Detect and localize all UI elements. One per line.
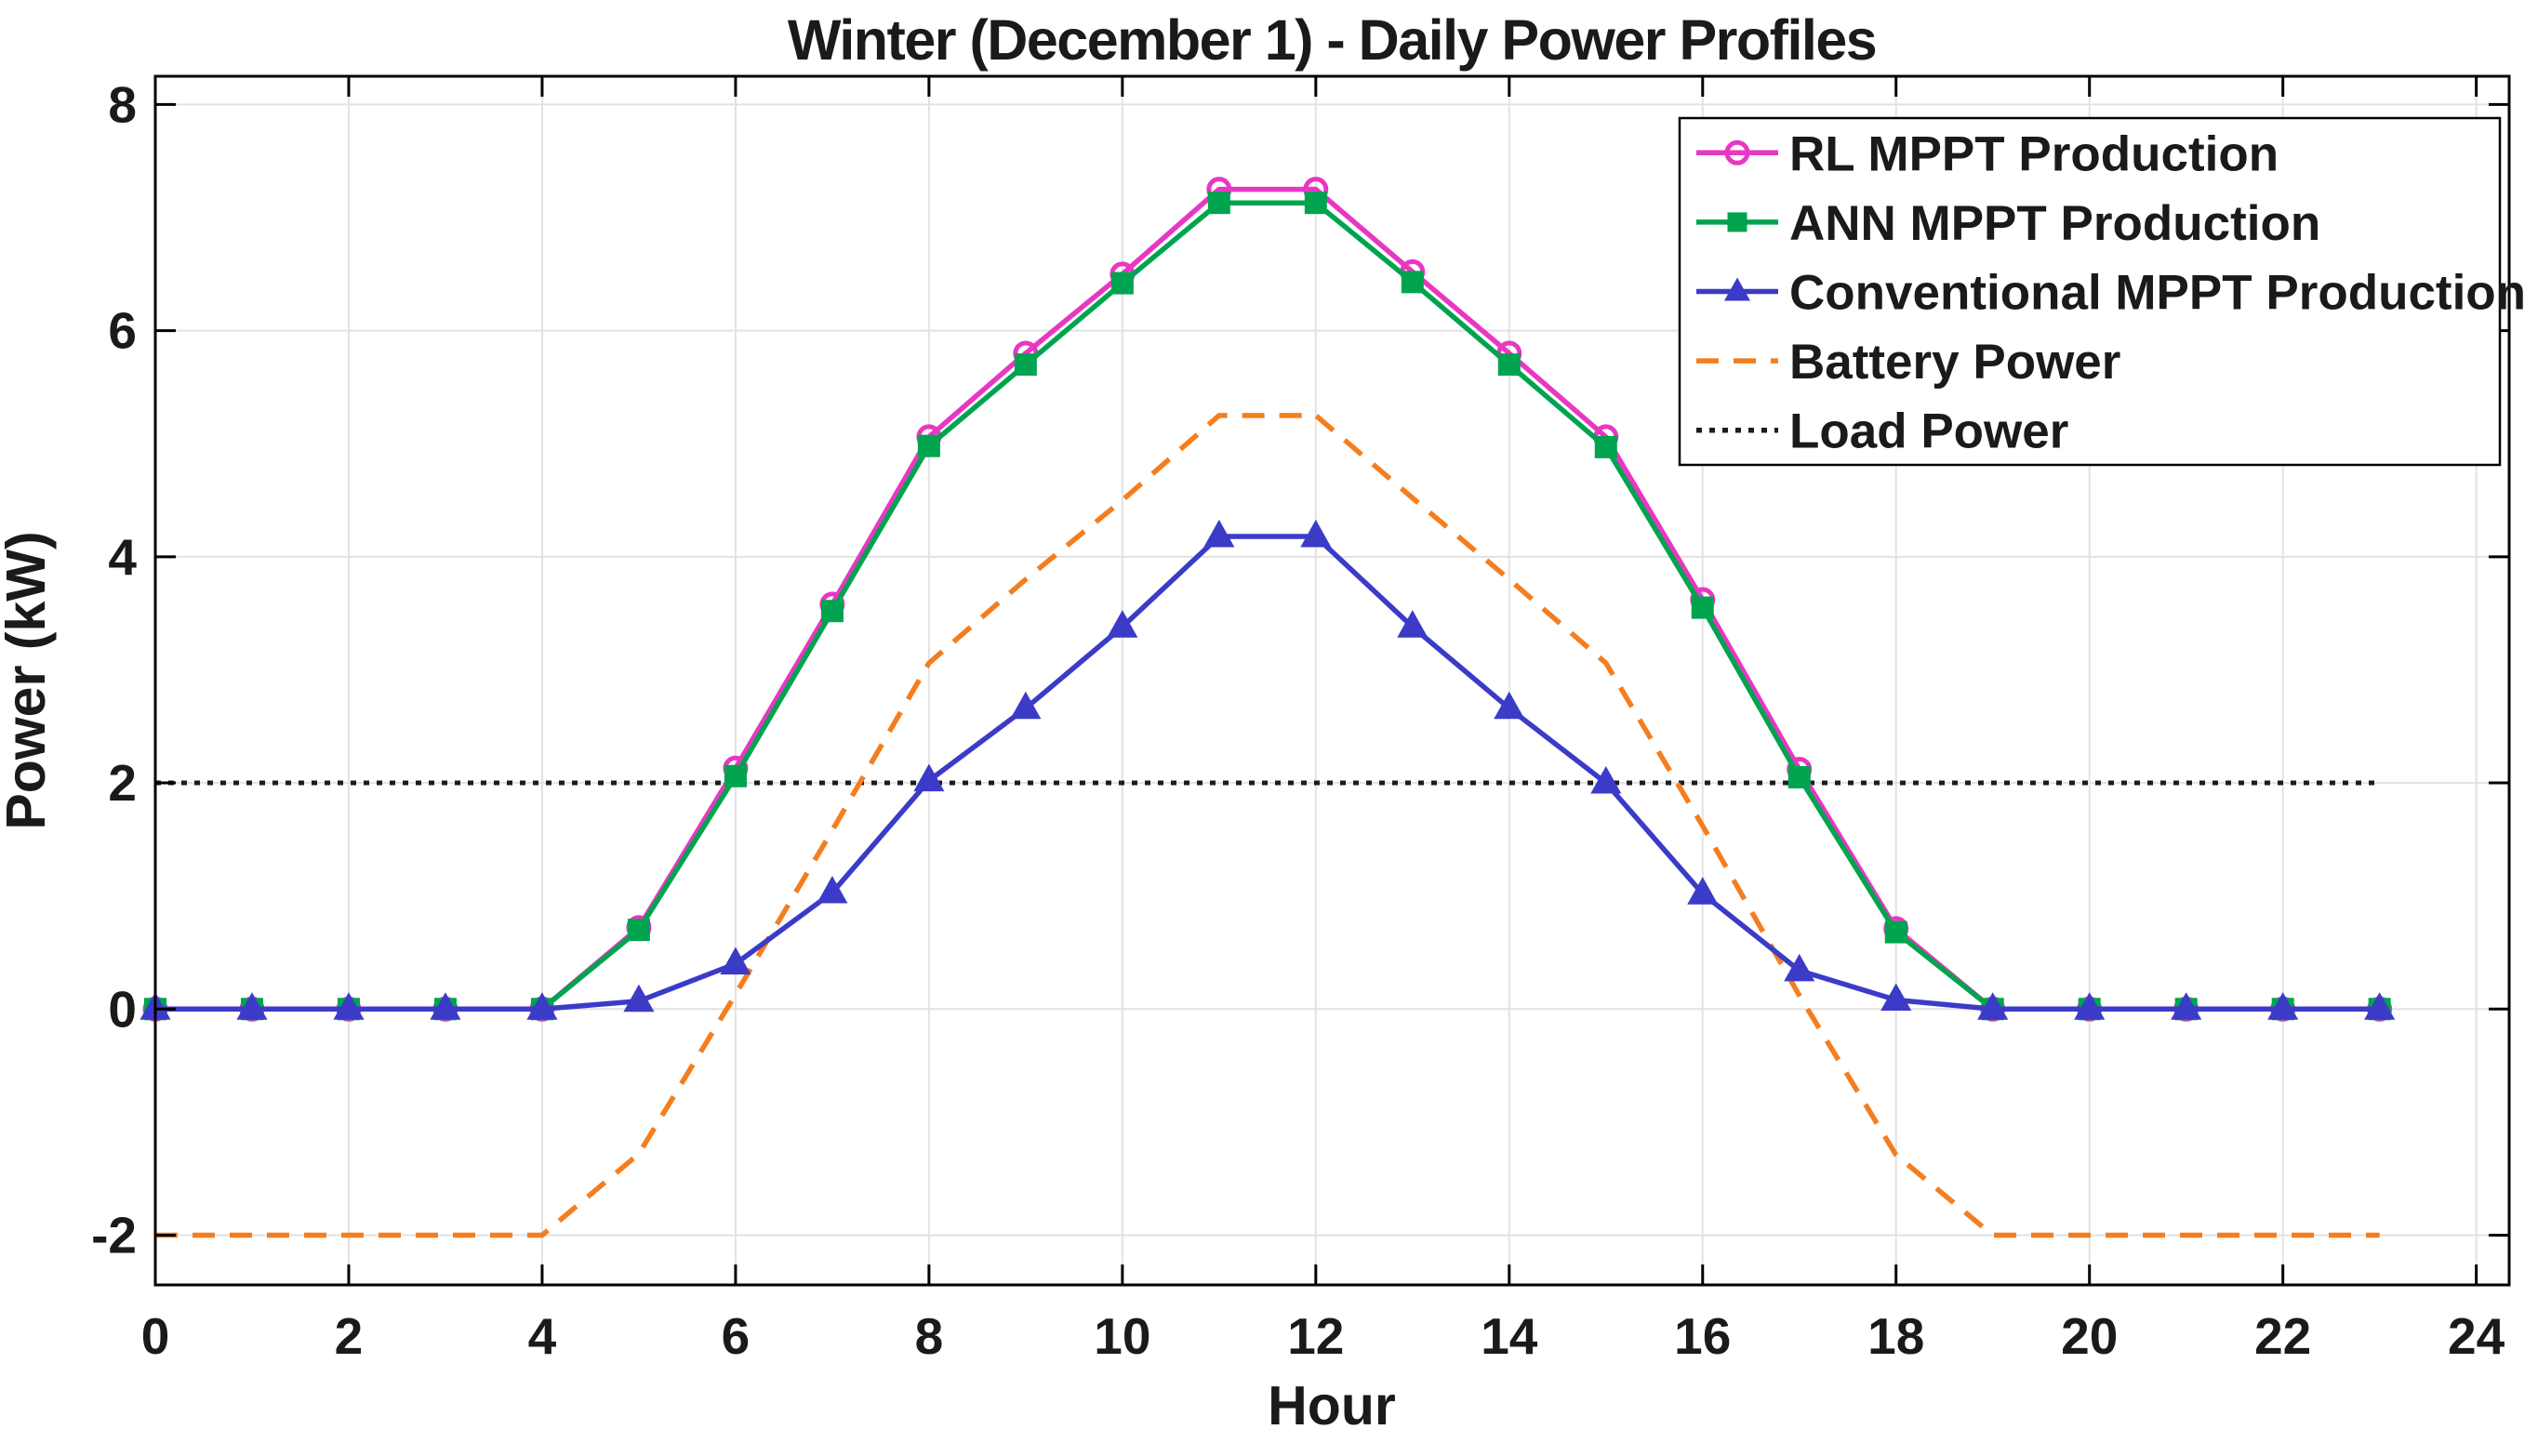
marker-square (1304, 192, 1327, 215)
marker-square (1207, 192, 1230, 215)
x-tick-label-8: 8 (915, 1307, 944, 1365)
marker-square (1497, 353, 1521, 377)
marker-square (1884, 920, 1907, 944)
y-tick-label-4: 4 (108, 528, 137, 586)
legend-entry-load-power: Load Power (1696, 404, 2068, 459)
series-battery-power (155, 413, 2380, 1238)
marker-triangle (720, 946, 751, 975)
legend-marker-square (1727, 212, 1747, 232)
x-tick-label-4: 4 (528, 1307, 557, 1365)
marker-square (1787, 765, 1811, 788)
x-tick-label-14: 14 (1481, 1307, 1538, 1365)
x-tick-label-12: 12 (1287, 1307, 1344, 1365)
legend-marker-triangle (1724, 277, 1750, 301)
marker-square (724, 764, 747, 788)
marker-triangle (236, 992, 268, 1020)
y-axis-label: Power (kW) (0, 531, 57, 829)
legend-entry-ann-mppt-production: ANN MPPT Production (1696, 196, 2320, 251)
legend-box (1678, 116, 2502, 467)
marker-square (1401, 271, 1424, 294)
legend-label-battery-power: Battery Power (1789, 335, 2120, 390)
series-line-conventional-mppt-production (155, 534, 2380, 1013)
y-tick-label-0: 0 (108, 980, 137, 1038)
series-markers-conventional-mppt-production (140, 519, 2396, 1020)
series-layer (140, 177, 2396, 1238)
marker-triangle (1977, 992, 2009, 1020)
marker-triangle (1590, 765, 1622, 794)
marker-triangle (1687, 877, 1719, 905)
x-tick-label-10: 10 (1094, 1307, 1150, 1365)
marker-triangle (623, 984, 655, 1013)
x-tick-label-0: 0 (141, 1307, 170, 1365)
y-tick-label-6: 6 (108, 302, 137, 360)
x-tick-label-6: 6 (722, 1307, 751, 1365)
x-tick-label-18: 18 (1867, 1307, 1924, 1365)
legend-entry-battery-power: Battery Power (1696, 335, 2120, 390)
marker-triangle (1784, 953, 1815, 982)
legend-label-rl-mppt-production: RL MPPT Production (1789, 126, 2279, 181)
legend-entry-conventional-mppt-production: Conventional MPPT Production (1696, 266, 2526, 321)
marker-triangle (526, 992, 558, 1020)
marker-triangle (2074, 992, 2106, 1020)
chart-title: Winter (December 1) - Daily Power Profil… (788, 8, 1876, 72)
x-tick-label-20: 20 (2061, 1307, 2118, 1365)
legend-label-conventional-mppt-production: Conventional MPPT Production (1789, 266, 2526, 321)
y-tick-label-2: 2 (108, 754, 137, 812)
marker-triangle (1494, 691, 1525, 720)
marker-square (820, 600, 844, 623)
x-axis-label: Hour (1268, 1375, 1396, 1436)
legend-label-load-power: Load Power (1789, 404, 2068, 459)
marker-triangle (1010, 691, 1042, 720)
series-line-battery-power (155, 413, 2380, 1238)
marker-triangle (1107, 610, 1138, 638)
marker-triangle (333, 992, 365, 1020)
marker-square (1014, 353, 1037, 377)
series-conventional-mppt-production (140, 519, 2396, 1020)
marker-triangle (2364, 992, 2396, 1020)
y-tick-label-8: 8 (108, 75, 137, 133)
marker-square (1110, 271, 1134, 295)
axes-box (153, 74, 2511, 1287)
marker-triangle (430, 992, 461, 1020)
marker-square (1594, 435, 1617, 458)
marker-triangle (1397, 610, 1428, 638)
marker-square (627, 919, 650, 942)
marker-triangle (817, 875, 848, 904)
marker-square (917, 434, 940, 457)
legend-marker-circle (1724, 139, 1750, 165)
x-tick-label-22: 22 (2254, 1307, 2311, 1365)
x-tick-label-16: 16 (1674, 1307, 1731, 1365)
x-tick-label-2: 2 (335, 1307, 364, 1365)
marker-triangle (913, 763, 945, 792)
marker-triangle (2267, 992, 2299, 1020)
axes-frame-layer (153, 74, 2511, 1287)
x-tick-label-24: 24 (2448, 1307, 2505, 1365)
marker-triangle (1300, 519, 1332, 548)
legend-entry-rl-mppt-production: RL MPPT Production (1696, 126, 2279, 181)
marker-triangle (1880, 983, 1912, 1012)
marker-square (1691, 596, 1714, 619)
y-tick-label--2: -2 (91, 1206, 137, 1264)
marker-triangle (2171, 992, 2202, 1020)
legend-label-ann-mppt-production: ANN MPPT Production (1789, 196, 2320, 251)
marker-triangle (1203, 519, 1235, 548)
legend: RL MPPT Production ANN MPPT Production Con… (1678, 116, 2526, 467)
